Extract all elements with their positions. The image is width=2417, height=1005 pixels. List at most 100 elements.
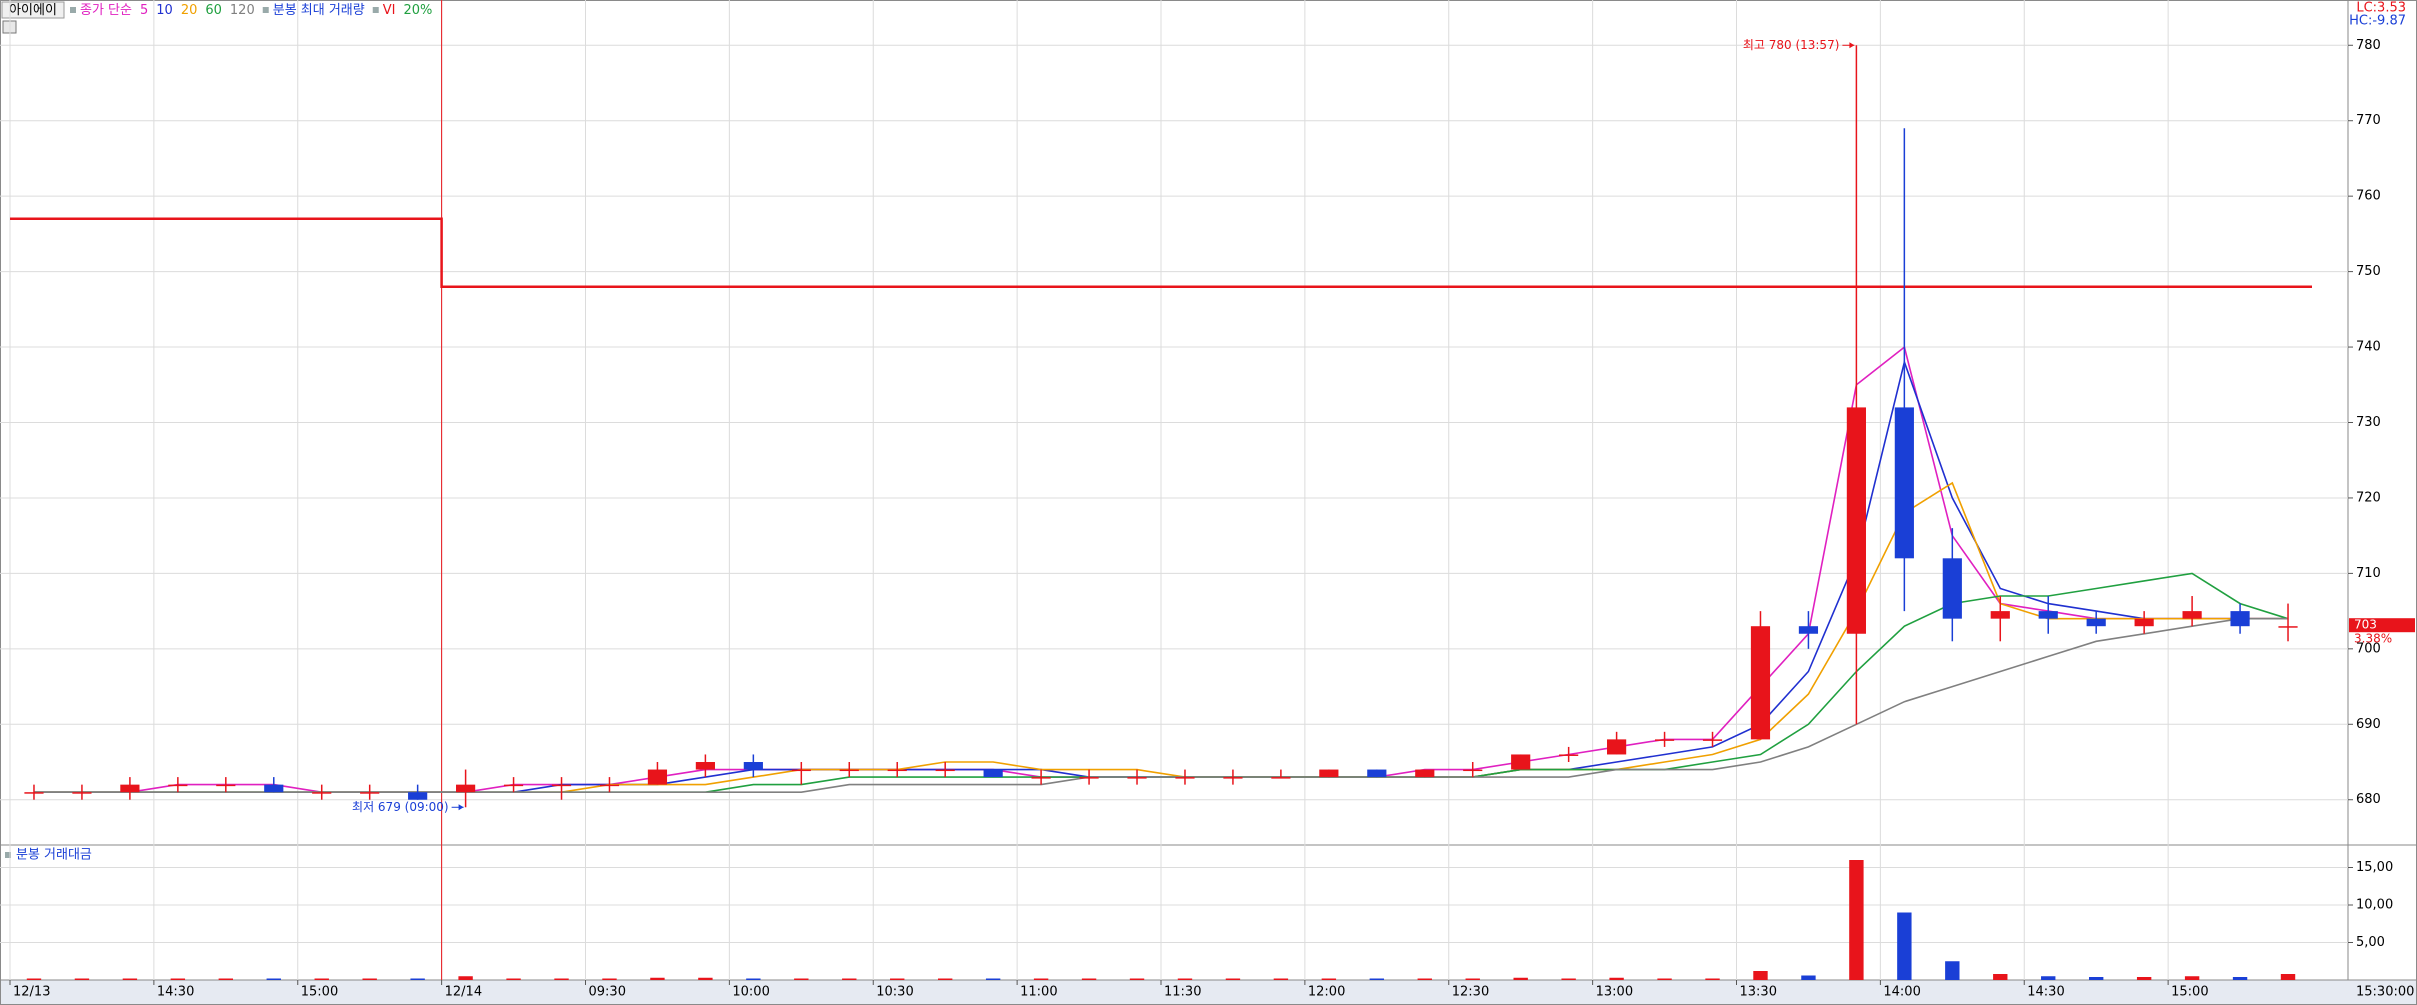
candle-body bbox=[168, 784, 188, 787]
candle-body bbox=[2134, 618, 2154, 627]
x-axis-strip bbox=[0, 980, 2417, 1005]
candle-body bbox=[1127, 777, 1147, 779]
x-tick-label: 15:00 bbox=[301, 985, 338, 1000]
volume-bar bbox=[506, 978, 521, 980]
candle-body bbox=[264, 784, 284, 793]
volume-bar bbox=[458, 976, 473, 980]
candle-body bbox=[1079, 777, 1099, 779]
x-tick-label: 12:00 bbox=[1308, 985, 1345, 1000]
volume-bar bbox=[266, 978, 281, 980]
volume-bar bbox=[1753, 971, 1768, 980]
candle-body bbox=[1894, 407, 1914, 559]
candle-body bbox=[24, 792, 44, 794]
x-tick-label: 12/14 bbox=[445, 985, 482, 1000]
candle-body bbox=[1607, 739, 1627, 755]
clock-label: 15:30:00 bbox=[2356, 985, 2414, 1000]
candle-body bbox=[1031, 777, 1051, 779]
y-tick-label: 15,00 bbox=[2356, 860, 2393, 875]
volume-bar bbox=[1033, 978, 1049, 980]
candle-body bbox=[1990, 611, 2010, 619]
volume-bar bbox=[2136, 977, 2152, 980]
volume-bar bbox=[650, 977, 665, 980]
candle-body bbox=[2038, 611, 2058, 619]
volume-bar bbox=[2184, 976, 2200, 980]
volume-bar bbox=[937, 978, 953, 980]
candle-body bbox=[1846, 407, 1866, 634]
volume-bar bbox=[2232, 977, 2248, 980]
lc-label: LC:3.53 bbox=[2356, 1, 2406, 16]
x-tick-label: 12/13 bbox=[13, 985, 50, 1000]
volume-bar bbox=[1321, 978, 1337, 980]
legend-marker bbox=[70, 7, 76, 13]
candle-body bbox=[2230, 611, 2250, 627]
last-price: 703 bbox=[2354, 618, 2377, 632]
candle-body bbox=[791, 769, 811, 772]
volume-bar bbox=[554, 978, 569, 980]
volume-bar bbox=[1177, 978, 1193, 980]
volume-bar bbox=[698, 977, 713, 980]
candle-body bbox=[887, 769, 907, 772]
candle-body bbox=[2182, 611, 2202, 619]
volume-bar bbox=[1993, 974, 2008, 980]
legend-volume: 분봉 최대 거래량 bbox=[273, 3, 365, 18]
y-tick-label: 720 bbox=[2356, 490, 2381, 505]
panel-icon bbox=[5, 852, 11, 858]
candle-body bbox=[983, 769, 1003, 778]
candle-body bbox=[1559, 754, 1579, 756]
x-tick-label: 10:00 bbox=[732, 985, 769, 1000]
volume-title: 분봉 거래대금 bbox=[16, 848, 92, 863]
x-tick-label: 13:00 bbox=[1596, 985, 1633, 1000]
volume-bar bbox=[1081, 978, 1097, 980]
volume-bar bbox=[1801, 975, 1816, 980]
candle-body bbox=[72, 792, 92, 794]
candle-body bbox=[551, 784, 572, 787]
candle-body bbox=[408, 792, 428, 800]
x-tick-label: 11:30 bbox=[1164, 985, 1201, 1000]
x-tick-label: 10:30 bbox=[876, 985, 913, 1000]
y-tick-label: 710 bbox=[2356, 566, 2381, 581]
volume-bar bbox=[1417, 978, 1432, 980]
y-tick-label: 700 bbox=[2356, 641, 2381, 656]
x-tick-label: 14:00 bbox=[1883, 985, 1920, 1000]
annotation: 최고 780 (13:57) bbox=[1743, 38, 1840, 52]
candle-body bbox=[1750, 626, 1771, 740]
legend-entry: VI bbox=[383, 3, 396, 18]
vi-line bbox=[10, 217, 2312, 288]
candle-body bbox=[2086, 618, 2106, 627]
legend-vi-note: 20% bbox=[403, 3, 432, 18]
volume-bar bbox=[1849, 860, 1864, 980]
volume-bar bbox=[1897, 912, 1912, 980]
candle-body bbox=[935, 769, 955, 772]
candle-body bbox=[1319, 769, 1339, 778]
volume-bar bbox=[170, 978, 186, 980]
volume-bar bbox=[218, 978, 234, 980]
volume-bar bbox=[1129, 978, 1145, 980]
legend-marker bbox=[372, 7, 379, 13]
volume-bar bbox=[1273, 978, 1289, 980]
candle-body bbox=[1511, 754, 1531, 770]
volume-bar bbox=[985, 978, 1001, 980]
candle-body bbox=[2278, 626, 2298, 628]
candle-body bbox=[312, 792, 332, 794]
candle-body bbox=[1415, 769, 1435, 778]
y-tick-label: 740 bbox=[2356, 340, 2381, 355]
volume-bar bbox=[1225, 978, 1241, 980]
annotation-arrowhead bbox=[1849, 42, 1855, 49]
volume-bar bbox=[362, 978, 377, 980]
y-tick-label: 680 bbox=[2356, 792, 2381, 807]
legend-entry: 10 bbox=[156, 3, 173, 18]
volume-bar bbox=[842, 978, 857, 980]
annotation: 최저 679 (09:00) bbox=[352, 800, 449, 814]
x-tick-label: 15:00 bbox=[2171, 985, 2208, 1000]
x-tick-label: 11:00 bbox=[1020, 985, 1057, 1000]
candle-body bbox=[503, 784, 524, 787]
legend-ma-label: 종가 단순 bbox=[80, 3, 132, 18]
y-tick-label: 770 bbox=[2356, 113, 2381, 128]
candle-body bbox=[743, 762, 763, 770]
candle-body bbox=[216, 784, 236, 787]
stock-name[interactable]: 아이에이 bbox=[9, 3, 57, 18]
stock-name-box[interactable] bbox=[1, 1, 65, 19]
volume-bar bbox=[1465, 978, 1480, 980]
